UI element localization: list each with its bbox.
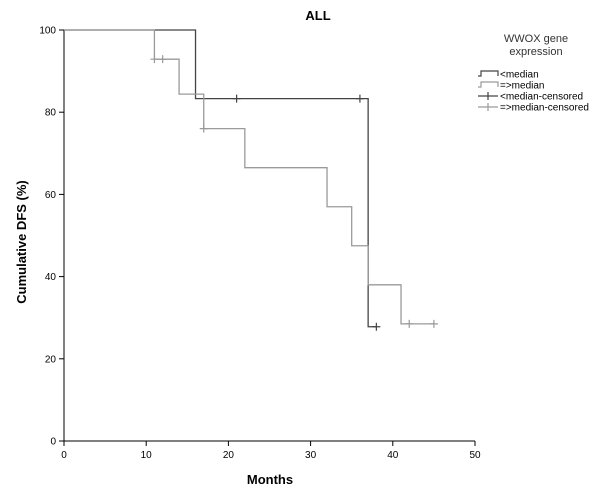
legend-step-symbol [478, 81, 499, 88]
censor-mark-series-3 [405, 319, 414, 328]
y-tick-label: 0 [50, 437, 56, 448]
legend-censor-symbol [478, 92, 498, 100]
x-tick-label: 20 [223, 450, 235, 461]
y-tick-label: 20 [45, 354, 57, 365]
x-tick-label: 40 [387, 450, 399, 461]
legend-label: <median [500, 70, 539, 81]
y-tick-label: 100 [39, 26, 56, 37]
legend-step-symbol [478, 70, 499, 77]
x-tick-label: 30 [305, 450, 317, 461]
censor-mark-series-2 [232, 94, 241, 103]
legend-label: =>median-censored [500, 103, 589, 114]
y-tick-label: 80 [45, 108, 57, 119]
censor-mark-series-2 [372, 322, 381, 331]
y-tick-label: 60 [45, 190, 57, 201]
x-tick-label: 50 [469, 450, 481, 461]
legend-label: <median-censored [500, 92, 583, 103]
legend-title-line-1: WWOX gene [504, 33, 568, 45]
series-1-line [64, 29, 434, 325]
legend-censor-symbol [478, 103, 498, 111]
chart-title: ALL [305, 8, 330, 23]
legend-title-line-2: expression [509, 46, 562, 58]
x-tick-label: 10 [141, 450, 153, 461]
x-tick-label: 0 [61, 450, 67, 461]
y-axis-title: Cumulative DFS (%) [14, 180, 29, 304]
x-axis-title: Months [247, 472, 293, 487]
censor-mark-series-3 [150, 55, 159, 64]
legend-label: =>median [500, 81, 544, 92]
censor-mark-series-2 [355, 94, 364, 103]
legend: WWOX gene expression <median=>median<med… [478, 33, 589, 114]
plot-area [64, 29, 438, 331]
y-tick-label: 40 [45, 272, 57, 283]
axes: 0 20 40 60 80 100 0 10 20 30 40 50 [39, 26, 481, 462]
series-0-line [64, 29, 377, 328]
censor-mark-series-3 [158, 55, 167, 64]
censor-mark-series-3 [429, 319, 438, 328]
censor-mark-series-3 [199, 124, 208, 133]
